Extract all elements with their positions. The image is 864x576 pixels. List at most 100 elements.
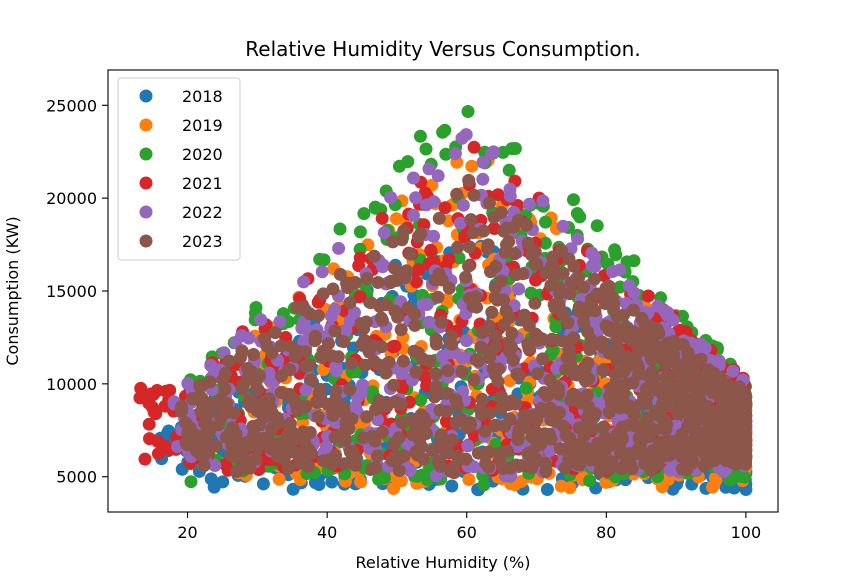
data-point-2023: [492, 362, 506, 376]
data-point-2022: [585, 259, 599, 273]
data-point-2023: [552, 281, 566, 295]
data-point-2023: [459, 270, 473, 284]
data-point-2023: [618, 361, 632, 375]
data-point-2022: [476, 172, 490, 186]
data-point-2023: [525, 409, 539, 423]
x-tick-label: 80: [596, 523, 616, 542]
data-point-2023: [360, 410, 374, 424]
data-point-2023: [440, 404, 454, 418]
data-point-2020: [416, 468, 430, 482]
data-point-2023: [712, 371, 726, 385]
data-point-2020: [313, 252, 327, 266]
data-point-2023: [431, 290, 445, 304]
data-point-2023: [496, 462, 510, 475]
data-point-2021: [144, 387, 158, 401]
data-point-2023: [604, 381, 618, 395]
data-point-2023: [408, 318, 422, 332]
data-point-2023: [296, 300, 310, 313]
y-tick-label: 5000: [56, 468, 97, 487]
data-point-2023: [475, 392, 489, 406]
data-point-2023: [689, 415, 703, 428]
data-point-2020: [538, 236, 552, 250]
data-point-2023: [617, 396, 631, 410]
data-point-2023: [689, 354, 703, 368]
data-point-2023: [447, 461, 461, 475]
data-point-2023: [428, 390, 442, 404]
data-point-2023: [393, 451, 407, 465]
data-point-2023: [450, 187, 464, 201]
data-point-2023: [494, 274, 508, 288]
data-point-2022: [320, 440, 333, 454]
data-point-2023: [209, 396, 223, 410]
data-point-2023: [583, 343, 597, 356]
data-point-2020: [372, 472, 386, 486]
data-point-2022: [422, 162, 436, 176]
data-point-2023: [197, 459, 211, 473]
data-point-2023: [185, 431, 198, 445]
data-point-2023: [739, 389, 752, 403]
data-point-2022: [461, 439, 475, 453]
data-point-2023: [659, 423, 673, 437]
data-point-2023: [476, 326, 489, 339]
data-point-2023: [612, 426, 625, 440]
data-point-2023: [339, 416, 353, 430]
data-point-2023: [573, 458, 587, 472]
data-point-2023: [646, 383, 660, 397]
data-point-2023: [625, 462, 639, 476]
x-tick-label: 20: [177, 523, 197, 542]
legend-label: 2022: [182, 203, 223, 222]
data-point-2023: [357, 333, 371, 347]
data-point-2023: [338, 427, 351, 441]
data-point-2020: [357, 207, 371, 221]
data-point-2023: [382, 355, 396, 369]
data-point-2023: [462, 173, 476, 187]
data-point-2022: [297, 275, 311, 289]
data-point-2023: [284, 340, 298, 354]
data-point-2023: [506, 353, 520, 367]
data-point-2022: [522, 197, 536, 211]
y-axis: 5000 10000 15000 20000 25000: [46, 96, 108, 487]
data-point-2023: [437, 443, 451, 456]
data-point-2023: [572, 300, 586, 314]
data-point-2023: [693, 444, 707, 458]
data-point-2020: [539, 215, 552, 229]
data-point-2023: [628, 351, 642, 365]
data-point-2023: [528, 296, 542, 310]
data-point-2023: [326, 408, 340, 422]
data-point-2023: [282, 387, 296, 401]
data-point-2023: [489, 340, 503, 354]
data-point-2023: [566, 387, 580, 401]
data-point-2023: [451, 240, 465, 254]
legend-marker-2018: [139, 89, 153, 103]
data-point-2023: [466, 226, 480, 240]
data-point-2019: [354, 475, 368, 489]
data-point-2023: [502, 235, 516, 249]
data-point-2023: [354, 317, 368, 331]
data-point-2023: [467, 373, 481, 387]
data-point-2023: [556, 334, 570, 348]
data-point-2023: [442, 281, 456, 295]
data-point-2023: [633, 397, 647, 411]
data-point-2023: [302, 358, 316, 372]
data-point-2023: [360, 272, 374, 285]
data-point-2023: [365, 429, 379, 443]
data-point-2023: [654, 410, 668, 424]
data-point-2023: [492, 446, 506, 460]
legend-marker-2022: [139, 205, 153, 219]
data-point-2020: [392, 159, 406, 173]
data-point-2020: [419, 142, 433, 156]
data-point-2023: [500, 221, 514, 235]
data-point-2023: [544, 401, 557, 415]
data-point-2022: [698, 341, 712, 355]
data-point-2023: [527, 456, 541, 469]
data-point-2022: [476, 155, 490, 169]
data-point-2023: [303, 426, 317, 439]
data-point-2023: [434, 459, 448, 473]
data-point-2023: [499, 304, 513, 318]
data-point-2021: [467, 140, 481, 154]
data-point-2023: [463, 240, 476, 254]
data-point-2020: [738, 470, 752, 484]
data-point-2021: [134, 381, 148, 395]
data-point-2023: [337, 335, 351, 349]
y-tick-label: 15000: [46, 282, 97, 301]
